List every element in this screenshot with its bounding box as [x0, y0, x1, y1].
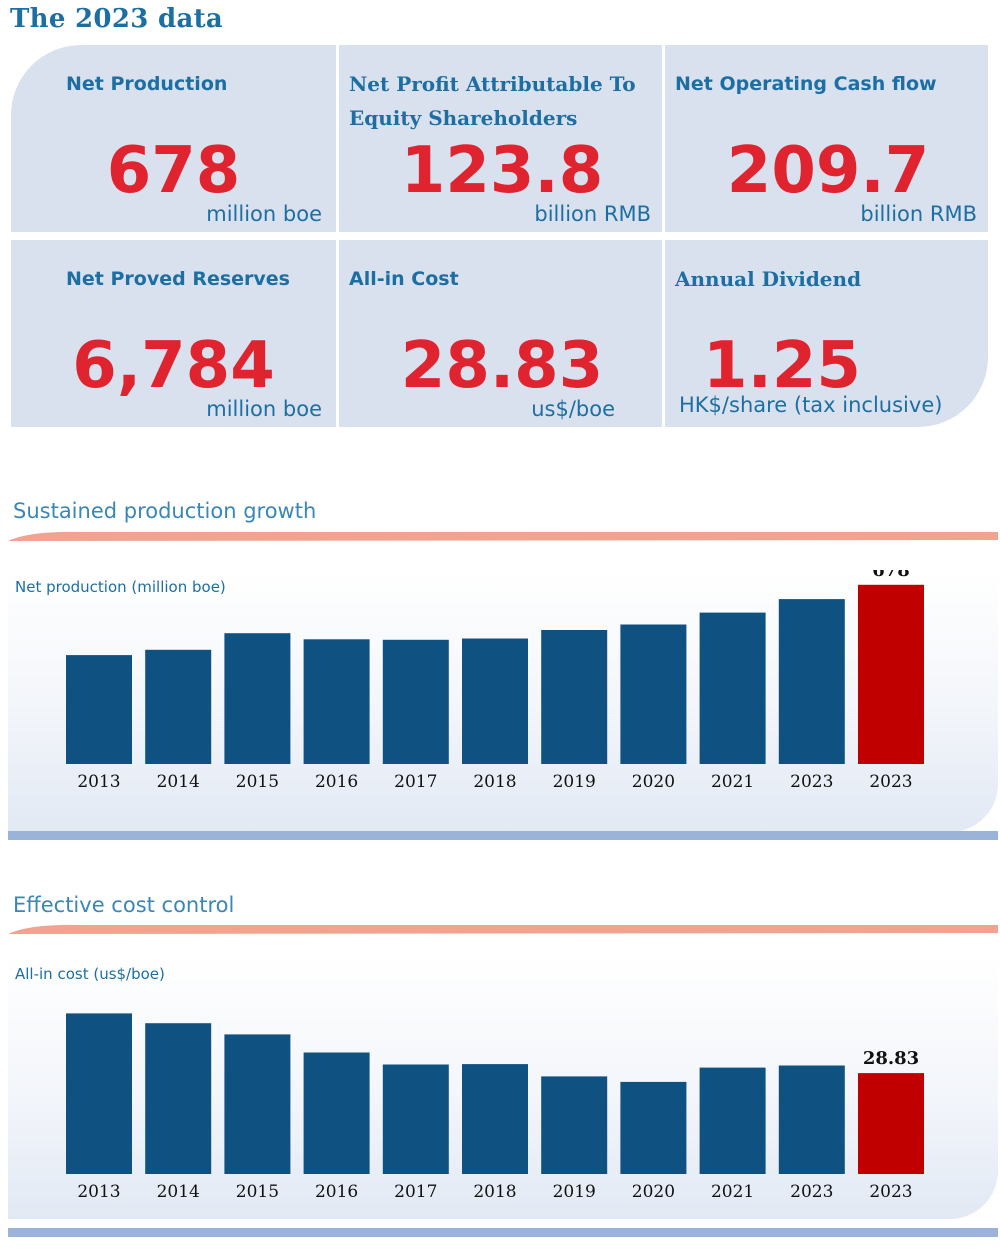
x-tick-label: 2016: [315, 1182, 358, 1202]
chart-production: Net production (million boe) 2013 2014 201…: [8, 570, 998, 832]
x-tick-label: 2023: [869, 1182, 912, 1202]
accent-line-shape: [8, 531, 998, 541]
x-tick-label: 2023: [869, 772, 912, 792]
x-tick-label: 2013: [77, 1182, 120, 1202]
bar-4: [382, 1064, 449, 1174]
kpi-value: 123.8: [400, 134, 604, 208]
bar-0: [66, 1013, 132, 1174]
chart-ylabel: All-in cost (us$/boe): [15, 965, 165, 983]
kpi-unit: billion RMB: [534, 202, 651, 226]
x-tick-label: 2014: [157, 1182, 200, 1202]
kpi-label: Net Production: [66, 73, 228, 95]
x-tick-label: 2023: [790, 1182, 833, 1202]
kpi-annual-dividend: Annual Dividend 1.25 HK$/share (tax incl…: [662, 240, 991, 427]
section-title-cost: Effective cost control: [13, 893, 235, 917]
kpi-net-production: Net Production 678 million boe: [11, 45, 336, 232]
kpi-unit: us$/boe: [531, 397, 615, 421]
bar-5: [462, 638, 528, 764]
bar-1: [145, 1023, 212, 1174]
kpi-net-operating-cash-flow: Net Operating Cash flow 209.7 billion RM…: [662, 45, 991, 232]
bar-8: [699, 612, 766, 764]
x-tick-label: 2016: [315, 772, 358, 792]
accent-line: [8, 924, 998, 934]
kpi-unit: HK$/share (tax inclusive): [679, 393, 943, 417]
kpi-value: 28.83: [400, 329, 604, 403]
kpi-unit: billion RMB: [860, 202, 977, 226]
x-tick-label: 2015: [236, 1182, 279, 1202]
x-tick-label: 2015: [236, 772, 279, 792]
x-tick-label: 2017: [394, 772, 437, 792]
bar-10: [858, 1073, 924, 1174]
kpi-label: Annual Dividend: [675, 267, 862, 291]
data-label: 28.83: [863, 1048, 919, 1069]
chart-ylabel: Net production (million boe): [15, 578, 226, 596]
x-tick-label: 2017: [394, 1182, 437, 1202]
kpi-value: 6,784: [72, 329, 275, 403]
kpi-value: 209.7: [726, 134, 930, 208]
x-tick-label: 2020: [632, 1182, 675, 1202]
x-tick-label: 2021: [711, 1182, 754, 1202]
x-tick-label: 2018: [473, 772, 516, 792]
x-tick-label: 2020: [632, 772, 675, 792]
kpi-label: Net Proved Reserves: [66, 268, 290, 290]
bar-10: [858, 584, 924, 764]
kpi-value: 678: [106, 134, 241, 208]
bar-9: [778, 599, 845, 764]
bar-8: [699, 1067, 766, 1174]
chart-cost-svg: 2013 2014 2015 2016 2017 2018 2019 2020 2021 2023…: [66, 1013, 924, 1202]
bar-5: [462, 1064, 528, 1174]
x-tick-label: 2013: [77, 772, 120, 792]
x-tick-label: 2019: [553, 1182, 596, 1202]
bar-0: [66, 655, 132, 764]
kpi-net-proved-reserves: Net Proved Reserves 6,784 million boe: [11, 240, 336, 427]
chart-base-bar: [8, 1228, 998, 1237]
section-title-production: Sustained production growth: [13, 499, 317, 523]
kpi-label: Net Profit Attributable To Equity Shareh…: [349, 72, 636, 130]
kpi-all-in-cost: All-in Cost 28.83 us$/boe: [336, 240, 665, 427]
bar-1: [145, 649, 212, 764]
x-tick-label: 2023: [790, 772, 833, 792]
chart-base-bar: [8, 831, 998, 840]
x-tick-label: 2014: [157, 772, 200, 792]
kpi-unit: million boe: [206, 202, 322, 226]
x-tick-label: 2019: [553, 772, 596, 792]
bar-2: [224, 1034, 291, 1174]
bar-6: [541, 630, 608, 764]
page-title: The 2023 data: [10, 4, 224, 34]
chart-production-svg: 2013 2014 2015 2016 2017 2018 2019 2020 2021 2023…: [66, 570, 924, 792]
kpi-label: Net Operating Cash flow: [675, 73, 937, 95]
bar-7: [620, 1081, 687, 1174]
kpi-value: 1.25: [703, 329, 861, 403]
bar-3: [303, 1052, 370, 1174]
kpi-row-top: Net Production 678 million boe Net Profi…: [11, 45, 988, 232]
accent-line: [8, 531, 998, 541]
data-label: 678: [872, 570, 910, 581]
kpi-row-bottom: Net Proved Reserves 6,784 million boe Al…: [11, 240, 988, 427]
bar-9: [778, 1065, 845, 1174]
kpi-unit: million boe: [206, 397, 322, 421]
x-tick-label: 2021: [711, 772, 754, 792]
bar-2: [224, 633, 291, 764]
x-tick-label: 2018: [473, 1182, 516, 1202]
accent-line-shape: [8, 924, 998, 934]
bar-3: [303, 639, 370, 764]
kpi-label: All-in Cost: [349, 268, 459, 290]
bar-7: [620, 624, 687, 764]
bar-4: [382, 639, 449, 764]
bar-6: [541, 1076, 608, 1174]
kpi-net-profit: Net Profit Attributable To Equity Shareh…: [336, 45, 665, 232]
chart-cost: All-in cost (us$/boe) 2013 2014 2015 2016 20…: [8, 957, 998, 1219]
